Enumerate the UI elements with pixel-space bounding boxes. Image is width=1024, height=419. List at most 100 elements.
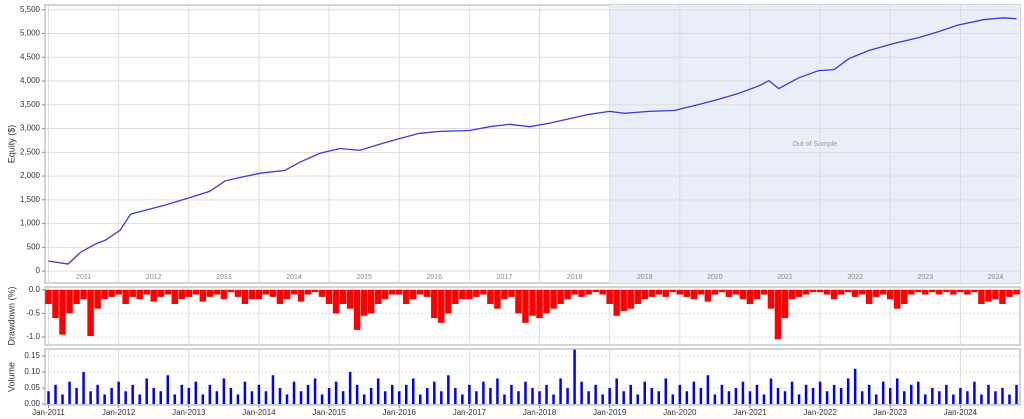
y-tick-label: 1,500	[20, 195, 41, 204]
bar	[613, 289, 620, 316]
bar	[388, 289, 396, 295]
bar	[206, 289, 214, 297]
bar	[433, 381, 436, 405]
bar	[285, 394, 289, 405]
bar	[325, 289, 333, 304]
bar	[138, 394, 141, 405]
bar	[419, 394, 422, 405]
bar	[283, 289, 291, 300]
bar	[718, 289, 726, 293]
bar	[508, 289, 515, 297]
bar	[311, 289, 319, 293]
bar	[374, 289, 382, 304]
bar	[802, 289, 810, 295]
y-tick-label: 0	[36, 266, 41, 275]
bar	[466, 289, 473, 300]
bar	[922, 289, 929, 295]
bar	[739, 289, 747, 300]
bar	[353, 289, 361, 330]
period-label: 2023	[918, 274, 934, 281]
bar	[769, 378, 773, 405]
bar	[412, 378, 415, 405]
x-tick-label: Jan-2023	[874, 408, 908, 417]
period-label: 2015	[356, 274, 372, 281]
bar	[264, 391, 268, 405]
bar	[355, 384, 359, 405]
bar	[276, 289, 284, 304]
bar	[872, 289, 880, 297]
bar	[215, 391, 219, 405]
bar	[580, 381, 583, 405]
bar	[159, 391, 162, 405]
x-tick-label: Jan-2014	[242, 408, 276, 417]
bar	[571, 289, 578, 295]
bar	[538, 391, 541, 405]
y-tick-label: 5,000	[20, 29, 41, 38]
bar	[664, 378, 668, 405]
bar	[80, 289, 87, 300]
bar	[424, 289, 431, 297]
bar	[334, 381, 338, 405]
bar	[103, 394, 106, 405]
bar	[992, 289, 999, 300]
bar	[643, 381, 646, 405]
bar	[292, 381, 296, 405]
bar	[662, 289, 670, 297]
bar	[117, 381, 120, 405]
bar	[440, 391, 443, 405]
bar	[781, 289, 789, 319]
bar	[318, 289, 326, 297]
y-tick-label: 500	[27, 242, 41, 251]
bar	[734, 388, 738, 405]
bar	[587, 391, 590, 405]
bar	[704, 289, 712, 302]
bar	[445, 289, 452, 314]
y-axis-label: Volume	[6, 362, 16, 392]
bar	[1013, 289, 1020, 295]
bar	[853, 368, 857, 405]
x-tick-label: Jan-2022	[803, 408, 837, 417]
bar	[690, 289, 698, 300]
bar	[879, 289, 887, 295]
bar	[229, 388, 233, 405]
bar	[606, 289, 613, 304]
bar	[818, 381, 822, 405]
bar	[536, 289, 543, 319]
bar	[529, 289, 536, 316]
bar	[271, 375, 275, 405]
x-tick-label: Jan-2019	[593, 408, 627, 417]
bar	[748, 391, 752, 405]
bar	[54, 384, 57, 405]
bar	[573, 349, 576, 405]
bar	[830, 289, 838, 300]
bar	[52, 289, 59, 319]
bar	[248, 289, 256, 300]
y-tick-label: 0.0	[29, 285, 41, 294]
bar	[592, 289, 599, 293]
bar	[164, 289, 172, 295]
bar	[557, 289, 564, 304]
y-tick-label: 0.00	[24, 399, 40, 408]
bar	[290, 289, 298, 295]
bar	[846, 378, 850, 405]
period-label: 2020	[707, 274, 723, 281]
bar	[888, 388, 892, 405]
bar	[115, 289, 122, 295]
bar	[503, 394, 506, 405]
bar	[978, 289, 985, 304]
y-tick-label: 0.05	[24, 383, 40, 392]
bar	[313, 378, 317, 405]
x-tick-label: Jan-2016	[383, 408, 417, 417]
bar	[945, 384, 948, 405]
bar	[788, 289, 796, 300]
bar	[711, 289, 719, 295]
bar	[886, 289, 894, 300]
bar	[47, 391, 50, 405]
bar	[795, 289, 803, 297]
bar	[320, 394, 324, 405]
bar	[959, 388, 962, 405]
bar	[402, 289, 410, 304]
bar	[475, 391, 478, 405]
bar	[304, 289, 312, 295]
